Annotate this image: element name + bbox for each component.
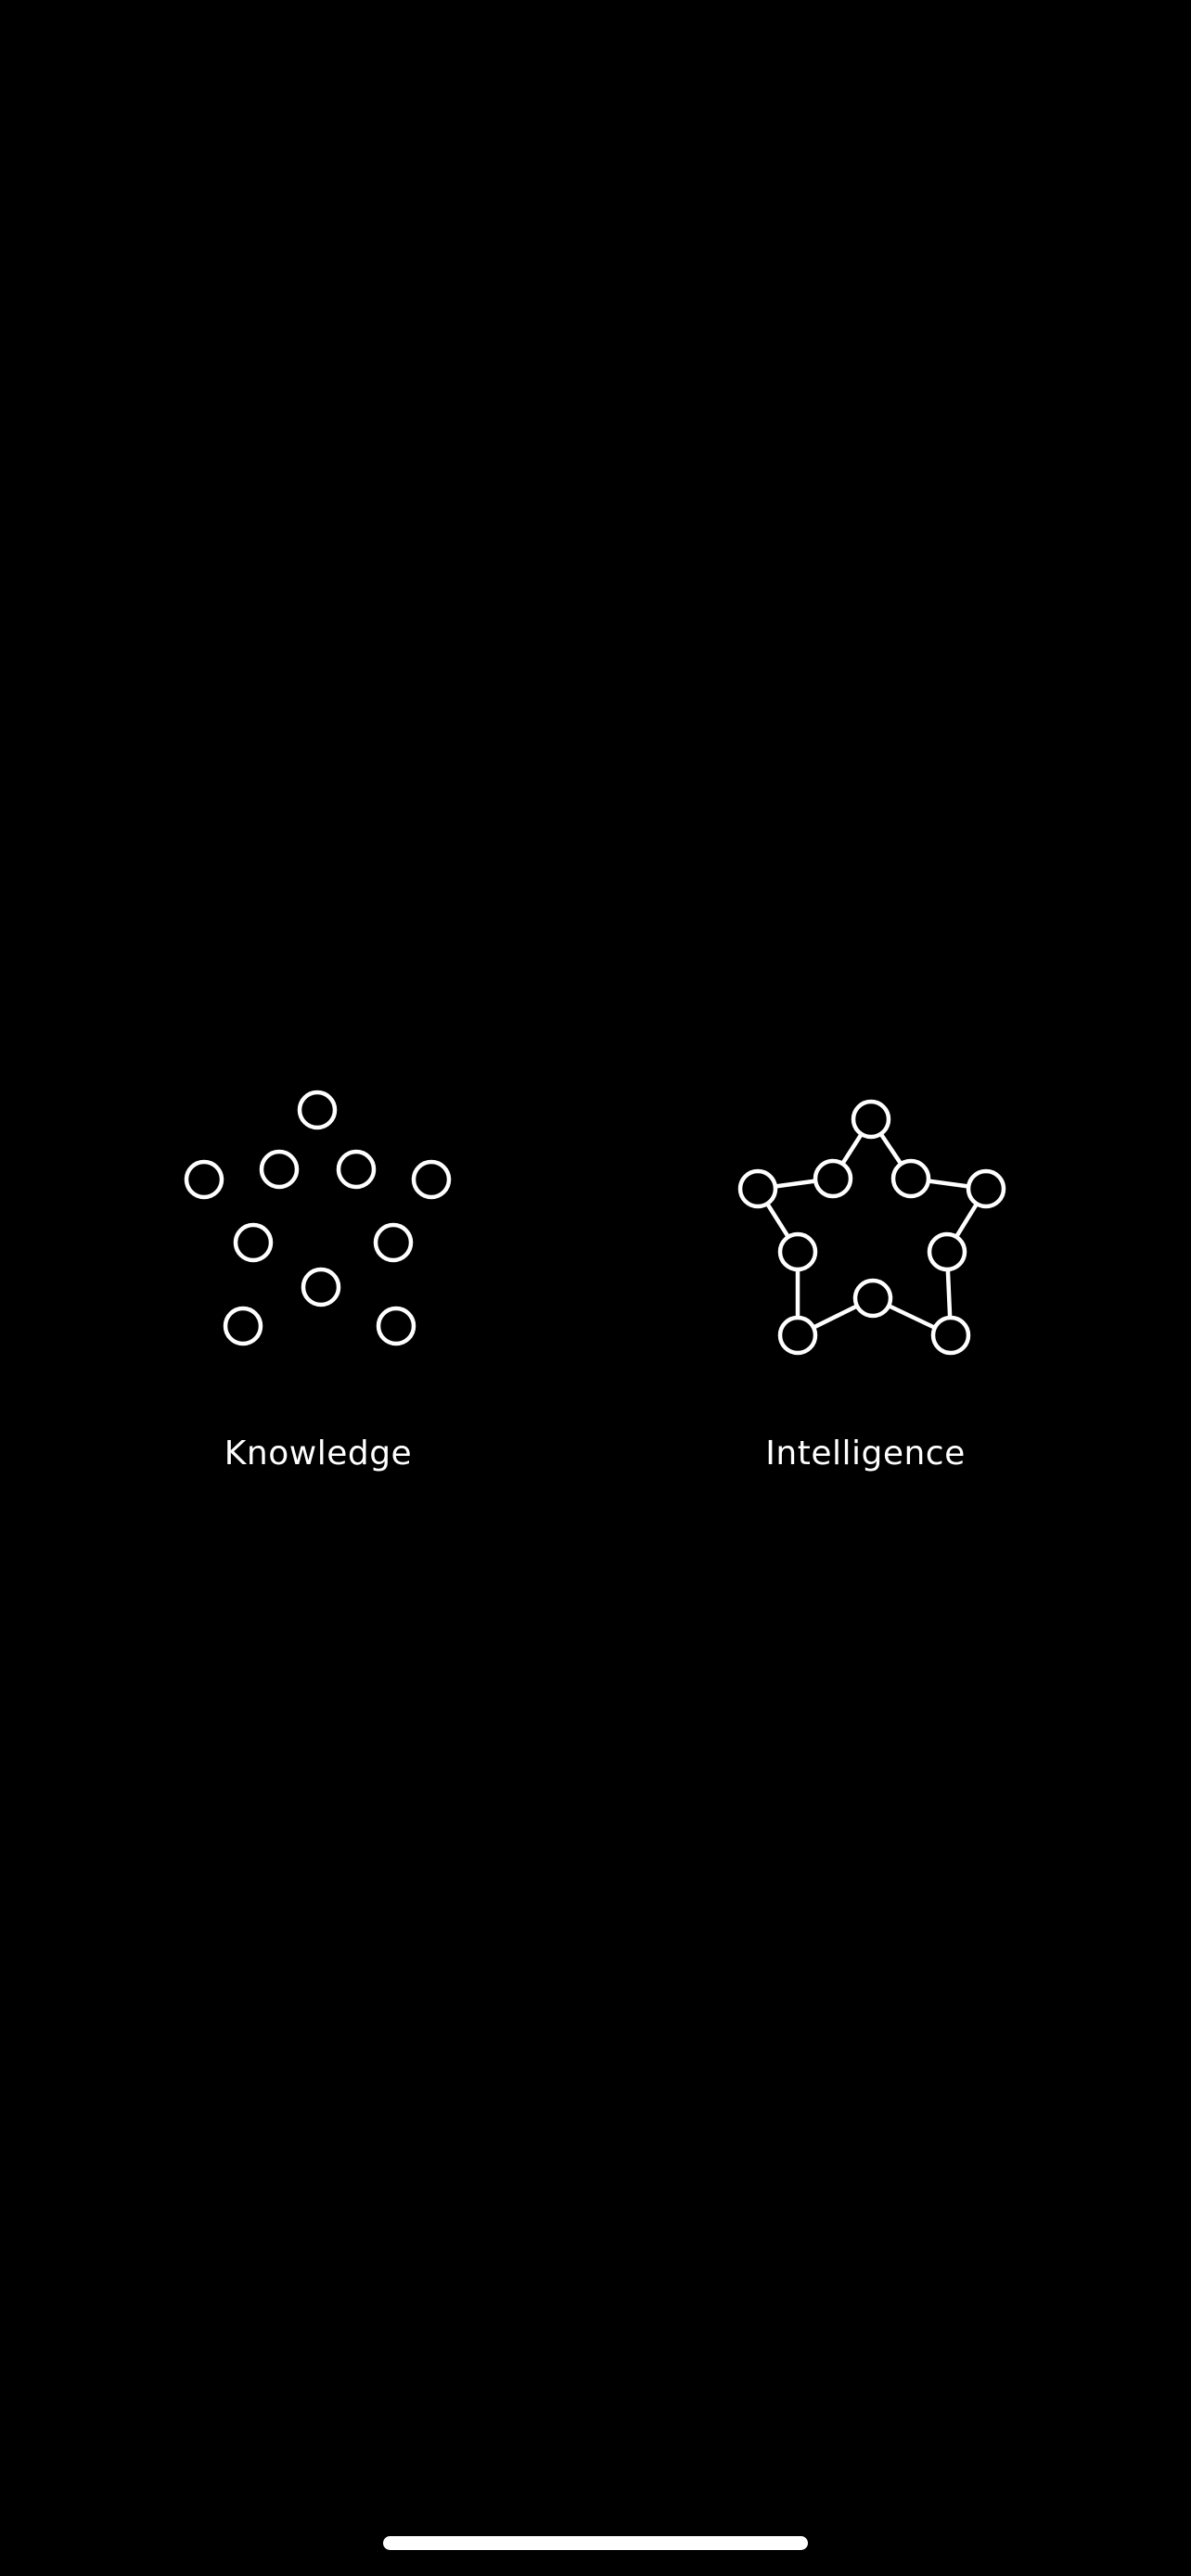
intelligence-concept: Intelligence	[689, 1080, 1042, 1498]
connected-star-nodes-icon	[737, 1099, 1006, 1356]
scattered-nodes-icon	[184, 1090, 452, 1346]
knowledge-concept: Knowledge	[142, 1080, 494, 1498]
home-indicator[interactable]	[383, 2536, 808, 2550]
intelligence-label: Intelligence	[765, 1435, 966, 1473]
knowledge-label: Knowledge	[224, 1435, 413, 1473]
